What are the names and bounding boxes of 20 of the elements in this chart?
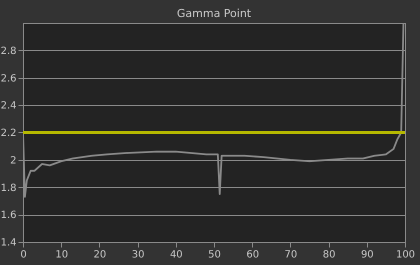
x-tick-label: 90 xyxy=(360,250,374,260)
x-tick-label: 0 xyxy=(20,250,27,260)
x-tick-label: 50 xyxy=(208,250,221,260)
chart-title: Gamma Point xyxy=(176,7,252,20)
x-tick-label: 30 xyxy=(132,250,144,260)
x-tick-label: 60 xyxy=(246,250,260,260)
y-tick-label: 2 xyxy=(10,155,16,166)
y-tick-label: 1.8 xyxy=(0,182,16,194)
y-tick-label: 2.8 xyxy=(0,46,16,57)
x-tick-label: 20 xyxy=(94,250,106,260)
y-tick-label: 2.2 xyxy=(0,128,16,139)
x-tick-label: 40 xyxy=(170,250,183,260)
x-tick-label: 70 xyxy=(284,250,298,260)
y-tick-label: 2.4 xyxy=(0,100,16,112)
x-tick-label: 80 xyxy=(322,250,336,260)
y-tick-label: 1.4 xyxy=(0,238,16,248)
x-tick-label: 100 xyxy=(396,250,416,260)
y-tick-label: 1.6 xyxy=(0,210,16,222)
x-tick-label: 10 xyxy=(55,250,68,260)
y-tick-label: 2.6 xyxy=(0,73,16,84)
